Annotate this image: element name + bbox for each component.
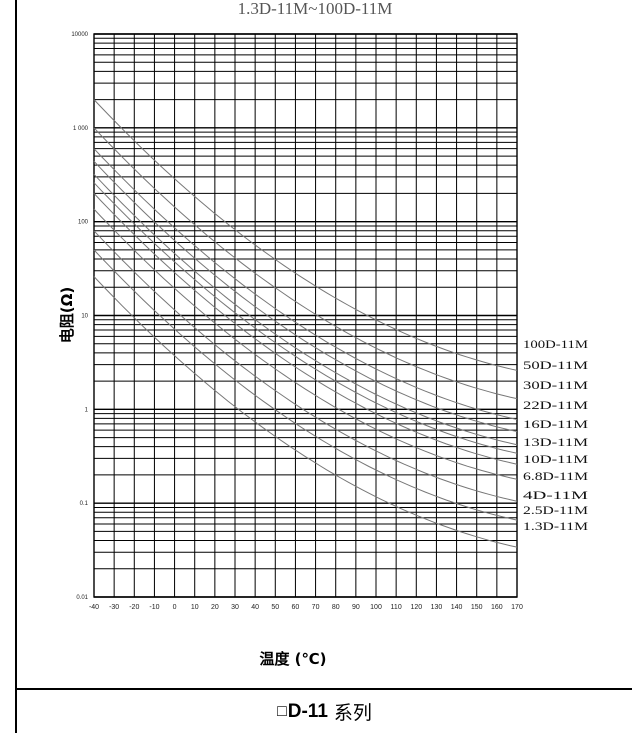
y-tick-label: 100 — [78, 220, 89, 226]
footer-divider — [15, 688, 632, 690]
series-label: 2.5D-11M — [523, 503, 588, 517]
chart-title: 1.3D-11M~100D-11M — [238, 0, 393, 18]
x-axis-label: 温度 (℃) — [259, 650, 326, 668]
series-label: 100D-11M — [523, 337, 588, 351]
x-tick-label: 0 — [173, 604, 177, 611]
curve-16d-11m — [93, 173, 518, 446]
series-label: 50D-11M — [523, 358, 588, 372]
series-label: 6.8D-11M — [523, 469, 588, 483]
y-axis-label: 电阻(Ω) — [58, 287, 76, 343]
x-tick-label: 70 — [312, 604, 320, 611]
x-tick-label: -40 — [89, 604, 99, 611]
curve-1.3d-11m — [93, 276, 518, 548]
y-tick-labels: 0.01 0.1 1 10 100 1 000 10000 — [71, 32, 88, 601]
x-tick-label: 90 — [352, 604, 360, 611]
series-label: 22D-11M — [523, 398, 588, 412]
x-tick-label: 120 — [410, 604, 422, 611]
x-tick-label: 170 — [511, 604, 523, 611]
y-tick-label: 1 000 — [73, 126, 89, 132]
series-labels: 100D-11M 50D-11M 30D-11M 22D-11M 16D-11M 13D-… — [523, 337, 589, 533]
y-tick-label: 0.1 — [80, 501, 89, 507]
frame-left-border — [15, 0, 17, 733]
curve-13d-11m — [93, 182, 518, 454]
x-tick-label: 130 — [431, 604, 443, 611]
curve-6.8d-11m — [93, 208, 518, 480]
curve-2.5d-11m — [93, 249, 518, 521]
x-tick-label: -10 — [149, 604, 159, 611]
series-label: 1.3D-11M — [523, 519, 588, 533]
series-label: 13D-11M — [523, 435, 588, 449]
footer-code: D-11 — [287, 700, 328, 722]
footer-box-glyph: □ — [277, 702, 287, 720]
x-tick-label: 160 — [491, 604, 503, 611]
x-tick-label: 50 — [271, 604, 279, 611]
curve-4d-11m — [93, 230, 518, 502]
x-tick-label: 80 — [332, 604, 340, 611]
x-tick-label: 10 — [191, 604, 199, 611]
curve-22d-11m — [93, 160, 518, 432]
plot-border — [93, 33, 518, 598]
y-tick-label: 0.01 — [76, 595, 88, 601]
footer-suffix: 系列 — [333, 703, 372, 724]
y-tick-label: 10 — [81, 314, 88, 320]
x-tick-label: -20 — [129, 604, 139, 611]
curve-100d-11m — [93, 99, 518, 371]
x-tick-label: 150 — [471, 604, 483, 611]
x-tick-label: 20 — [211, 604, 219, 611]
y-tick-label: 10000 — [71, 32, 88, 38]
y-tick-label: 1 — [85, 407, 89, 413]
x-tick-label: 60 — [292, 604, 300, 611]
series-label: 30D-11M — [523, 378, 588, 392]
x-tick-label: 30 — [231, 604, 239, 611]
x-tick-label: 100 — [370, 604, 382, 611]
series-label: 10D-11M — [523, 452, 588, 466]
series-label: 16D-11M — [523, 417, 588, 431]
curve-50d-11m — [93, 127, 518, 400]
x-tick-label: 140 — [451, 604, 463, 611]
footer-caption: □ D-11 系列 — [17, 690, 632, 733]
curve-30d-11m — [93, 148, 518, 420]
x-tick-label: -30 — [109, 604, 119, 611]
x-tick-labels: -40 -30 -20 -10 0 10 20 30 40 50 60 70 80 90 100 110 120… — [89, 604, 523, 611]
curve-10d-11m — [93, 193, 518, 465]
series-label: 4D-11M — [523, 488, 589, 502]
x-tick-label: 110 — [391, 604, 402, 611]
chart-curves — [93, 99, 518, 548]
chart-grid — [93, 33, 518, 598]
x-tick-label: 40 — [251, 604, 259, 611]
